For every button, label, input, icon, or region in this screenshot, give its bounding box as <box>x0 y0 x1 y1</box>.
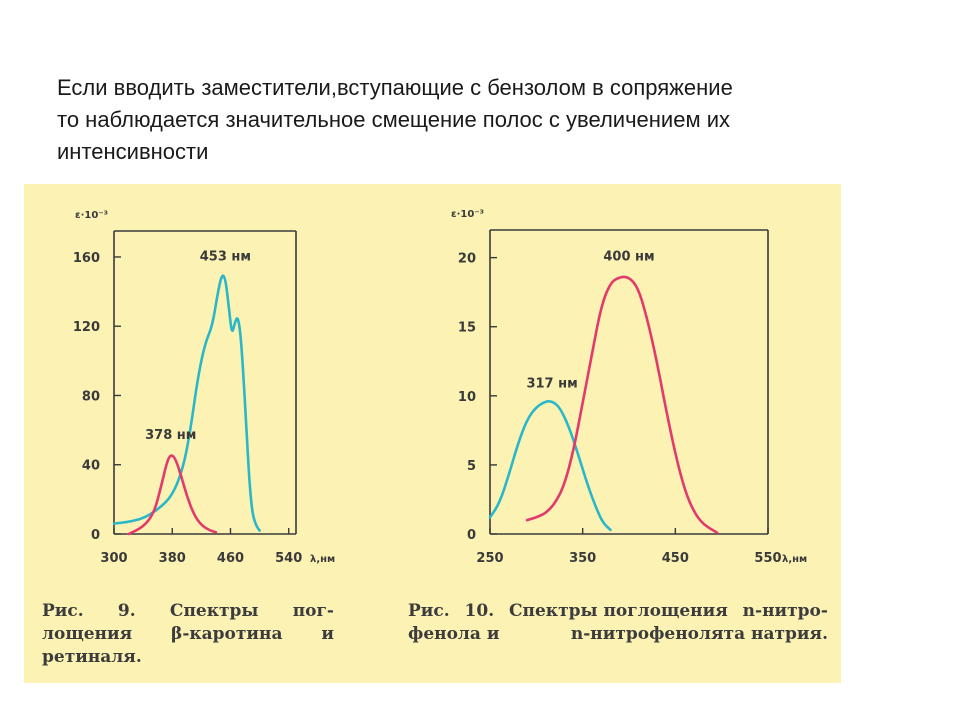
fig9-caption-word: ретиналя. <box>42 647 142 667</box>
fig9-caption-row: лощения β-каротина и <box>42 623 334 646</box>
chart0-y-tick-label: 120 <box>73 320 100 335</box>
chart0-y-tick-label: 0 <box>91 528 100 543</box>
chart0-peak-label: 378 нм <box>145 428 196 443</box>
chart1-y-tick-label: 10 <box>458 390 476 405</box>
fig9-caption-word: Спектры <box>169 601 259 621</box>
chart0-y-tick-label: 160 <box>73 251 100 266</box>
chart1-series-1-line <box>525 275 719 534</box>
chart0-y-tick-label: 40 <box>82 459 100 474</box>
chart0-x-tick-label: 460 <box>217 551 244 566</box>
chart0-series-0-line <box>112 274 261 532</box>
fig10-caption-word: n-нитрофенолята натрия. <box>570 624 828 644</box>
fig10-caption-word: 10. <box>464 601 495 621</box>
chart0-x-tick-label: 300 <box>100 551 127 566</box>
fig10-caption-row: фенола и n-нитрофенолята натрия. <box>408 623 828 646</box>
chart1-y-tick-label: 15 <box>458 321 476 336</box>
fig9-caption-word: лощения <box>42 624 133 644</box>
chart1-series-0-line <box>488 400 612 532</box>
chart1-x-tick-label: 550 <box>754 551 781 566</box>
fig9-caption-word: и <box>321 624 334 644</box>
chart0-peak-label: 453 нм <box>200 249 251 264</box>
chart1-y-tick-label: 20 <box>458 252 476 267</box>
chart1-y-tick-label: 5 <box>467 459 476 474</box>
chart0-x-tick-label: 540 <box>275 551 302 566</box>
chart1-x-axis-label: λ,нм <box>782 554 807 565</box>
text-line-1: Если вводить заместители,вступающие с бе… <box>57 75 733 100</box>
fig9-caption-row: ретиналя. <box>42 646 334 669</box>
chart1-peak-label: 317 нм <box>526 377 577 392</box>
text-line-2: то наблюдается значительное смещение пол… <box>57 107 730 132</box>
text-line-3: интенсивности <box>57 139 209 164</box>
chart0-x-axis-label: λ,нм <box>310 554 335 565</box>
chart1-peak-label: 400 нм <box>603 249 654 264</box>
chart1-y-tick-label: 0 <box>467 528 476 543</box>
fig9-caption-word: Рис. <box>42 601 84 621</box>
chart0-x-tick-label: 380 <box>159 551 186 566</box>
fig9-caption-word: 9. <box>117 601 136 621</box>
fig10-caption-word: фенола и <box>408 624 500 644</box>
fig9-caption-word: β-каротина <box>171 624 283 644</box>
figure-9-caption: Рис. 9. Спектры пог-лощения β-каротина и ретин… <box>42 600 334 669</box>
fig10-caption-word: Рис. <box>408 601 450 621</box>
slide-text: Если вводить заместители,вступающие с бе… <box>57 72 907 168</box>
chart1-y-axis-label: ε·10⁻³ <box>451 209 484 220</box>
figures-svg: 0 40 80 120 160 300 380 460 540 ε·10⁻³ λ,нм 378 нм 4… <box>73 209 807 566</box>
chart1-x-tick-label: 450 <box>662 551 689 566</box>
chart0-series-1-line <box>127 454 218 536</box>
chart0-y-axis-label: ε·10⁻³ <box>75 210 108 221</box>
fig9-caption-row: Рис. 9. Спектры пог- <box>42 600 334 623</box>
figure-10-caption: Рис. 10. Спектры поглощения n-нитро-фенола … <box>408 600 828 646</box>
chart1-x-tick-label: 250 <box>476 551 503 566</box>
fig10-caption-word: n-нитро- <box>742 601 828 621</box>
fig9-caption-word: пог- <box>292 601 334 621</box>
chart0-y-tick-label: 80 <box>82 389 100 404</box>
fig10-caption-row: Рис. 10. Спектры поглощения n-нитро- <box>408 600 828 623</box>
fig10-caption-word: Спектры поглощения <box>509 601 728 621</box>
chart1-x-tick-label: 350 <box>569 551 596 566</box>
scanned-figure: 0 40 80 120 160 300 380 460 540 ε·10⁻³ λ,нм 378 нм 4… <box>24 184 841 683</box>
